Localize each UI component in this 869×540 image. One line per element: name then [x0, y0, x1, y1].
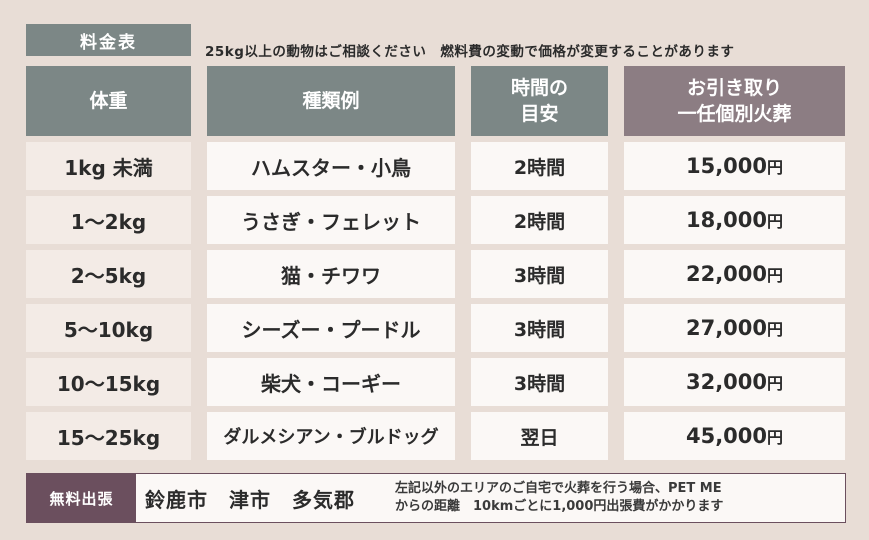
price-unit: 円 — [767, 212, 784, 231]
price-unit: 円 — [767, 428, 784, 447]
travel-fee-note-line2: からの距離 10kmごとに1,000円出張費がかかります — [395, 499, 724, 514]
price-value: 45,000 — [685, 424, 768, 448]
row-time: 2時間 — [471, 196, 608, 244]
row-price: 27,000 円 — [624, 304, 845, 352]
free-trip-badge: 無料出張 — [27, 474, 136, 522]
page-title: 料金表 — [26, 24, 191, 56]
price-value: 22,000 — [685, 262, 768, 286]
row-type: ダルメシアン・ブルドッグ — [207, 412, 455, 460]
price-unit: 円 — [767, 374, 784, 393]
row-type: 柴犬・コーギー — [207, 358, 455, 406]
row-type: ハムスター・小鳥 — [207, 142, 455, 190]
row-weight: 15〜25kg — [26, 412, 191, 460]
free-trip-banner: 無料出張 鈴鹿市 津市 多気郡 左記以外のエリアのご自宅で火葬を行う場合、PET… — [26, 473, 846, 523]
row-time: 翌日 — [471, 412, 608, 460]
row-time: 2時間 — [471, 142, 608, 190]
header-time-line2: 目安 — [520, 103, 559, 125]
row-price: 32,000 円 — [624, 358, 845, 406]
row-price: 22,000 円 — [624, 250, 845, 298]
row-type: 猫・チワワ — [207, 250, 455, 298]
row-weight: 2〜5kg — [26, 250, 191, 298]
price-value: 27,000 — [685, 316, 768, 340]
header-price-line2: 一任個別火葬 — [677, 103, 792, 125]
row-weight: 1〜2kg — [26, 196, 191, 244]
row-time: 3時間 — [471, 358, 608, 406]
row-time: 3時間 — [471, 250, 608, 298]
row-price: 15,000 円 — [624, 142, 845, 190]
header-price: お引き取り 一任個別火葬 — [624, 66, 845, 136]
row-price: 18,000 円 — [624, 196, 845, 244]
price-value: 18,000 — [685, 208, 768, 232]
header-price-line1: お引き取り — [686, 77, 782, 99]
row-time: 3時間 — [471, 304, 608, 352]
row-weight: 10〜15kg — [26, 358, 191, 406]
price-unit: 円 — [767, 266, 784, 285]
row-weight: 1kg 未満 — [26, 142, 191, 190]
notice-text: 25kg以上の動物はご相談ください 燃料費の変動で価格が変更することがあります — [205, 44, 735, 60]
row-price: 45,000 円 — [624, 412, 845, 460]
header-time: 時間の 目安 — [471, 66, 608, 136]
service-cities: 鈴鹿市 津市 多気郡 — [145, 487, 355, 512]
price-unit: 円 — [767, 158, 784, 177]
header-type: 種類例 — [207, 66, 455, 136]
price-unit: 円 — [767, 320, 784, 339]
header-weight: 体重 — [26, 66, 191, 136]
price-value: 15,000 — [685, 154, 768, 178]
travel-fee-note: 左記以外のエリアのご自宅で火葬を行う場合、PET ME からの距離 10kmごと… — [395, 480, 723, 516]
header-time-line1: 時間の — [510, 77, 568, 99]
price-value: 32,000 — [685, 370, 768, 394]
row-type: シーズー・プードル — [207, 304, 455, 352]
row-type: うさぎ・フェレット — [207, 196, 455, 244]
row-weight: 5〜10kg — [26, 304, 191, 352]
travel-fee-note-line1: 左記以外のエリアのご自宅で火葬を行う場合、PET ME — [395, 481, 722, 496]
